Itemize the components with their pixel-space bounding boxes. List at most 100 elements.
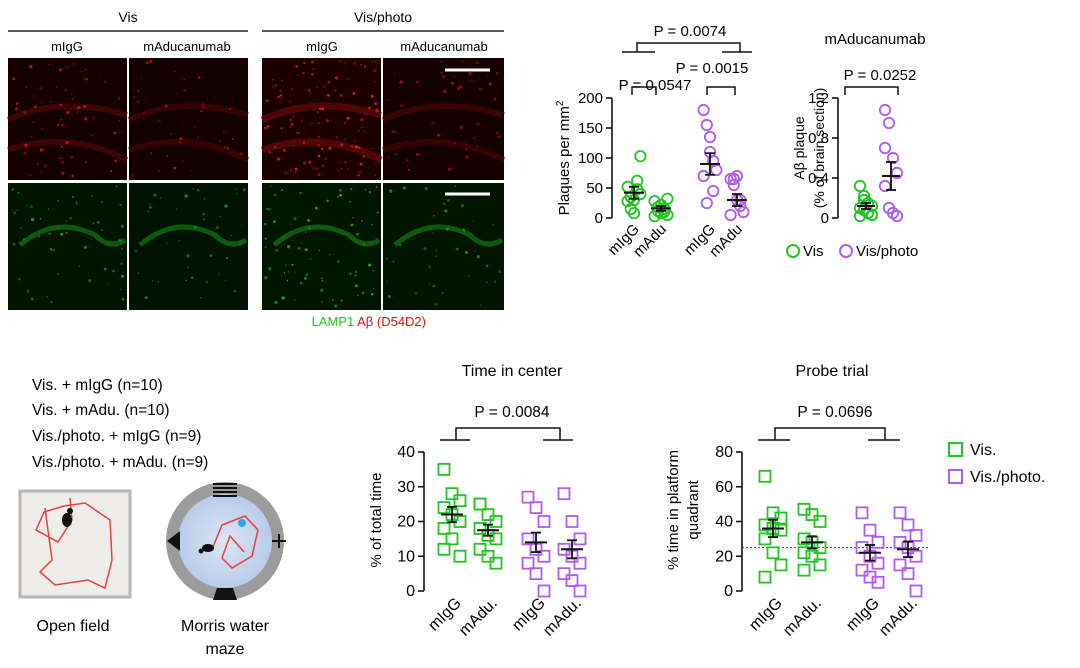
speckle xyxy=(144,296,148,299)
speckle xyxy=(30,136,33,139)
speckle xyxy=(338,189,342,192)
speckle xyxy=(478,87,482,91)
speckle xyxy=(197,189,200,192)
speckle xyxy=(432,284,436,288)
speckle xyxy=(364,114,367,116)
speckle xyxy=(25,205,28,207)
speckle xyxy=(300,282,303,285)
speckle xyxy=(324,158,327,160)
chart-abeta-ylabel-2: (% of brain section) xyxy=(811,88,827,209)
platform-marker xyxy=(238,519,246,527)
speckle xyxy=(337,169,339,171)
speckle xyxy=(358,130,360,132)
speckle xyxy=(308,227,311,230)
speckle xyxy=(263,222,267,226)
speckle xyxy=(354,270,358,274)
speckle xyxy=(166,242,168,244)
data-point xyxy=(909,584,923,598)
data-point xyxy=(724,172,737,186)
speckle xyxy=(498,270,502,273)
y-tick-label: 60 xyxy=(715,479,733,496)
tissue-contour xyxy=(127,103,250,163)
speckle xyxy=(281,296,285,300)
micrograph-visphoto-madu-abeta xyxy=(383,58,504,180)
speckle xyxy=(340,299,343,302)
chart-abeta-percent: mAducanumab P = 0.0252 Aβ plaque (% of b… xyxy=(791,31,925,227)
speckle xyxy=(317,172,321,177)
speckle xyxy=(11,208,13,211)
micrograph-vis-migg-lamp1 xyxy=(8,183,127,310)
speckle xyxy=(55,85,58,88)
speckle xyxy=(37,235,40,238)
speckle xyxy=(147,210,150,213)
speckle xyxy=(91,134,93,136)
speckle xyxy=(115,185,118,188)
speckle xyxy=(316,111,320,114)
speckle xyxy=(414,291,418,295)
speckle xyxy=(321,301,323,303)
speckle xyxy=(231,138,234,140)
speckle xyxy=(435,249,438,252)
speckle xyxy=(455,247,459,251)
data-point xyxy=(697,169,710,183)
data-point xyxy=(634,150,647,163)
chart-time-ylabel: % of total time xyxy=(368,472,385,567)
speckle xyxy=(332,299,334,301)
data-point xyxy=(573,556,587,570)
y-tick-label: 20 xyxy=(715,548,733,565)
speckle xyxy=(315,167,319,171)
data-point xyxy=(893,506,907,520)
speckle xyxy=(308,91,312,94)
speckle xyxy=(363,65,367,68)
speckle xyxy=(153,193,157,197)
speckle xyxy=(498,113,500,116)
speckle xyxy=(302,141,306,144)
speckle xyxy=(65,141,69,144)
speckle xyxy=(497,93,499,95)
speckle xyxy=(349,272,352,275)
data-point xyxy=(634,187,647,201)
data-point xyxy=(855,506,869,520)
speckle xyxy=(272,220,276,224)
speckle xyxy=(267,207,271,211)
speckle xyxy=(303,62,306,64)
speckle xyxy=(80,69,83,73)
speckle xyxy=(371,60,374,63)
speckle xyxy=(132,95,136,99)
data-point xyxy=(437,542,451,556)
data-point xyxy=(481,508,495,521)
speckle xyxy=(290,122,294,126)
speckle xyxy=(70,155,74,159)
speckle xyxy=(281,296,283,299)
speckle xyxy=(225,256,229,260)
speckle xyxy=(187,266,190,269)
micrograph-vis-madu-abeta xyxy=(129,58,248,180)
data-point xyxy=(727,172,740,186)
data-point xyxy=(766,546,780,560)
speckle xyxy=(301,119,303,121)
data-point xyxy=(537,584,551,598)
speckle xyxy=(472,220,475,222)
speckle xyxy=(40,171,42,173)
data-point xyxy=(805,508,819,521)
speckle xyxy=(200,296,202,299)
speckle xyxy=(231,100,234,102)
sig-bracket-time xyxy=(440,427,573,441)
speckle xyxy=(446,199,450,202)
speckle xyxy=(84,117,88,121)
speckle xyxy=(398,85,400,88)
speckle xyxy=(399,80,403,84)
speckle xyxy=(295,64,299,68)
speckle xyxy=(373,163,376,166)
speckle xyxy=(119,203,122,207)
speckle xyxy=(434,302,438,306)
speckle xyxy=(264,126,268,130)
speckle xyxy=(440,71,443,75)
sig-bracket-right xyxy=(706,86,736,95)
speckle xyxy=(279,89,282,93)
speckle xyxy=(33,105,37,109)
speckle xyxy=(101,229,103,231)
p-value-left: P = 0.0547 xyxy=(619,77,692,94)
speckle xyxy=(403,129,405,132)
